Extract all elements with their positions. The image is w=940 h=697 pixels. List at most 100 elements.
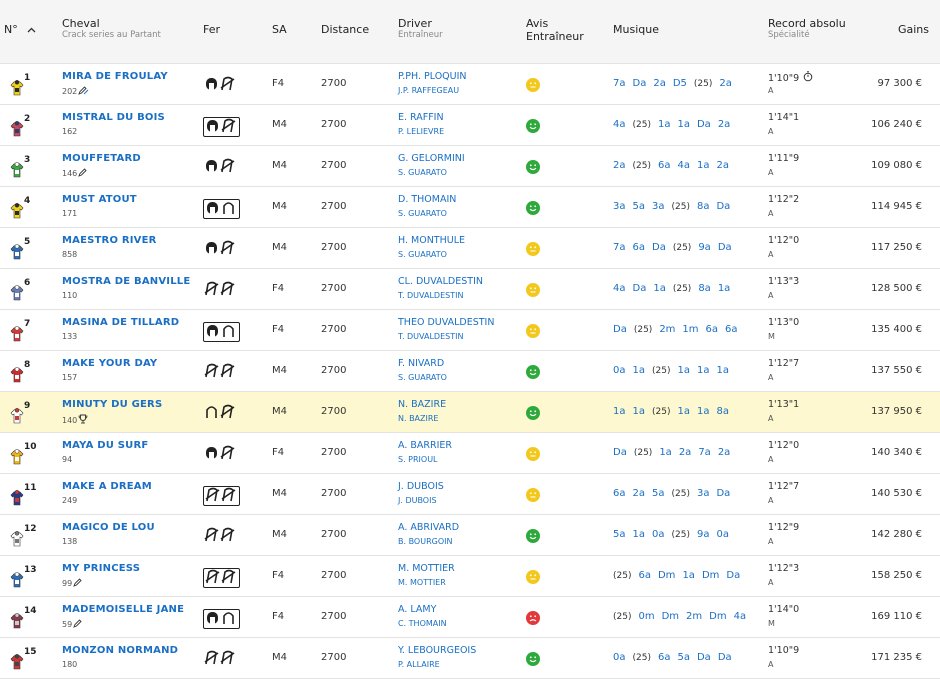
musique-entry[interactable]: Da: [717, 652, 732, 663]
trainer-link[interactable]: B. BOURGOIN: [398, 537, 453, 546]
horse-name-link[interactable]: MY PRINCESS: [62, 563, 141, 574]
musique-entry[interactable]: 1a: [632, 529, 646, 540]
musique-entry[interactable]: 3a: [652, 201, 665, 212]
col-avis-header[interactable]: Avis Entraîneur: [526, 17, 584, 43]
driver-link[interactable]: A. BARRIER: [398, 440, 452, 451]
trainer-link[interactable]: S. GUARATO: [398, 168, 447, 177]
musique-entry[interactable]: 5a: [613, 529, 626, 540]
trainer-link[interactable]: P. ALLAIRE: [398, 660, 440, 669]
driver-link[interactable]: N. BAZIRE: [398, 399, 447, 410]
table-row[interactable]: 14 MADEMOISELLE JANE 59 F4 2700 A. LAMY C. THO…: [0, 597, 940, 638]
horse-name-link[interactable]: MISTRAL DU BOIS: [62, 112, 165, 123]
col-driver-header[interactable]: Driver Entraîneur: [398, 17, 443, 41]
musique-entry[interactable]: 5a: [632, 201, 646, 212]
col-record-header[interactable]: Record absolu Spécialité: [768, 17, 846, 41]
col-distance-header[interactable]: Distance: [321, 23, 370, 36]
musique-entry[interactable]: Da: [717, 242, 732, 253]
musique-entry[interactable]: 4a: [733, 611, 747, 622]
driver-link[interactable]: D. THOMAIN: [398, 194, 457, 205]
trainer-link[interactable]: M. MOTTIER: [398, 578, 446, 587]
musique-entry[interactable]: 2a: [632, 488, 646, 499]
table-row[interactable]: 2 MISTRAL DU BOIS 162 M4 2700 E. RAFFIN P. LEL…: [0, 105, 940, 146]
musique-entry[interactable]: 0m: [638, 611, 655, 622]
trainer-link[interactable]: N. BAZIRE: [398, 414, 439, 423]
sort-up-icon[interactable]: [27, 27, 36, 33]
musique-entry[interactable]: 0a: [613, 365, 626, 376]
musique-entry[interactable]: 1a: [716, 365, 729, 376]
trainer-link[interactable]: S. PRIOUL: [398, 455, 438, 464]
trainer-link[interactable]: P. LELIEVRE: [398, 127, 445, 136]
musique-entry[interactable]: 6a: [657, 160, 671, 171]
driver-link[interactable]: CL. DUVALDESTIN: [398, 276, 483, 287]
musique-entry[interactable]: 5a: [677, 652, 690, 663]
table-row[interactable]: 11 MAKE A DREAM 249 M4 2700 J. DUBOIS J. DUBOI…: [0, 474, 940, 515]
horse-name-link[interactable]: MAKE A DREAM: [62, 481, 152, 492]
musique-entry[interactable]: Dm: [709, 611, 727, 622]
trainer-link[interactable]: S. GUARATO: [398, 373, 447, 382]
table-row[interactable]: 15 MONZON NORMAND 180 M4 2700 Y. LEBOURGEOIS P…: [0, 638, 940, 679]
trainer-link[interactable]: T. DUVALDESTIN: [398, 291, 464, 300]
musique-entry[interactable]: Da: [716, 488, 731, 499]
musique-entry[interactable]: 2a: [653, 78, 666, 89]
musique-entry[interactable]: Dm: [661, 611, 680, 622]
driver-link[interactable]: G. GELORMINI: [398, 153, 465, 164]
musique-entry[interactable]: Da: [716, 201, 731, 212]
musique-entry[interactable]: 8a: [698, 283, 711, 294]
musique-entry[interactable]: 1a: [717, 283, 731, 294]
musique-entry[interactable]: 8a: [716, 406, 729, 417]
musique-entry[interactable]: 2a: [719, 78, 732, 89]
musique-entry[interactable]: 4a: [613, 283, 626, 294]
horse-name-link[interactable]: MAYA DU SURF: [62, 440, 149, 451]
table-row[interactable]: 4 MUST ATOUT 171 M4 2700 D. THOMAIN S. GUARATO…: [0, 187, 940, 228]
musique-entry[interactable]: 4a: [613, 119, 626, 130]
musique-entry[interactable]: Da: [613, 324, 627, 335]
driver-link[interactable]: THEO DUVALDESTIN: [398, 317, 495, 328]
col-gains-header[interactable]: Gains: [897, 23, 929, 36]
musique-entry[interactable]: Da: [696, 652, 711, 663]
driver-link[interactable]: M. MOTTIER: [398, 563, 455, 574]
col-musique-header[interactable]: Musique: [613, 23, 659, 36]
table-row[interactable]: 13 MY PRINCESS 99 F4 2700 M. MOTTIER M. MOTTIE…: [0, 556, 940, 597]
musique-entry[interactable]: 4a: [677, 160, 690, 171]
col-num-header[interactable]: N°: [4, 23, 36, 36]
musique-entry[interactable]: 1m: [682, 324, 699, 335]
musique-entry[interactable]: Dm: [657, 570, 676, 581]
musique-entry[interactable]: Da: [726, 570, 741, 581]
musique-entry[interactable]: 1a: [657, 119, 671, 130]
table-row[interactable]: 12 MAGICO DE LOU 138 M4 2700 A. ABRIVARD B. BO…: [0, 515, 940, 556]
musique-entry[interactable]: Da: [613, 447, 627, 458]
table-row[interactable]: 1 MIRA DE FROULAY 202 F4 2700 P.PH. PLOQUIN J.…: [0, 64, 940, 105]
horse-name-link[interactable]: MONZON NORMAND: [62, 645, 179, 656]
horse-name-link[interactable]: MAESTRO RIVER: [62, 235, 157, 246]
musique-entry[interactable]: 5a: [652, 488, 665, 499]
horse-name-link[interactable]: MAGICO DE LOU: [62, 522, 155, 533]
musique-entry[interactable]: 1a: [696, 406, 710, 417]
musique-entry[interactable]: 7a: [613, 78, 626, 89]
musique-entry[interactable]: 1a: [677, 119, 690, 130]
musique-entry[interactable]: 6a: [632, 242, 646, 253]
driver-link[interactable]: J. DUBOIS: [398, 481, 444, 492]
musique-entry[interactable]: Da: [632, 283, 647, 294]
musique-entry[interactable]: 0a: [716, 529, 729, 540]
musique-entry[interactable]: 0a: [652, 529, 665, 540]
musique-entry[interactable]: 3a: [696, 488, 710, 499]
musique-entry[interactable]: 1a: [632, 406, 646, 417]
trainer-link[interactable]: T. DUVALDESTIN: [398, 332, 464, 341]
musique-entry[interactable]: Da: [696, 119, 711, 130]
musique-entry[interactable]: 2a: [717, 119, 731, 130]
driver-link[interactable]: H. MONTHULE: [398, 235, 465, 246]
table-row[interactable]: 3 MOUFFETARD 146 M4 2700 G. GELORMINI S. GUARA…: [0, 146, 940, 187]
horse-name-link[interactable]: MOUFFETARD: [62, 153, 141, 164]
musique-entry[interactable]: 2m: [686, 611, 703, 622]
musique-entry[interactable]: 1a: [696, 365, 710, 376]
table-row[interactable]: 7 MASINA DE TILLARD 133 F4 2700 THEO DUVALDES…: [0, 310, 940, 351]
horse-name-link[interactable]: MOSTRA DE BANVILLE: [62, 276, 191, 287]
driver-link[interactable]: E. RAFFIN: [398, 112, 444, 123]
musique-entry[interactable]: 7a: [698, 447, 711, 458]
col-cheval-header[interactable]: Cheval Crack series au Partant: [62, 17, 161, 41]
musique-entry[interactable]: Da: [632, 78, 647, 89]
musique-entry[interactable]: 3a: [613, 201, 626, 212]
musique-entry[interactable]: 1a: [682, 570, 695, 581]
table-row[interactable]: 9 MINUTY DU GERS 140 M4 2700 N. BAZIRE N. BAZI…: [0, 392, 940, 433]
horse-name-link[interactable]: MIRA DE FROULAY: [62, 71, 168, 82]
